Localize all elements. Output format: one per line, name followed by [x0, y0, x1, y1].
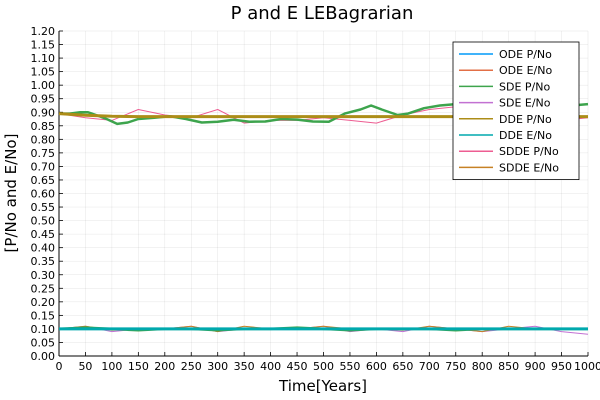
legend-label: DDE P/No: [499, 113, 552, 126]
y-tick-label: 1.20: [31, 25, 56, 38]
x-axis-label: Time[Years]: [278, 377, 367, 395]
x-tick-label: 0: [56, 360, 63, 373]
legend-label: ODE P/No: [499, 48, 552, 61]
x-tick-label: 900: [525, 360, 546, 373]
chart-title: P and E LEBagrarian: [231, 3, 414, 24]
y-tick-label: 0.15: [31, 309, 56, 322]
y-tick-label: 0.50: [31, 215, 56, 228]
y-tick-label: 0.00: [31, 350, 56, 363]
y-tick-label: 0.25: [31, 282, 56, 295]
y-tick-label: 0.60: [31, 188, 56, 201]
y-tick-label: 0.30: [31, 269, 56, 282]
x-tick-label: 300: [207, 360, 228, 373]
legend-label: SDE E/No: [499, 97, 551, 110]
x-tick-label: 750: [445, 360, 466, 373]
x-tick-label: 100: [101, 360, 122, 373]
x-tick-label: 950: [551, 360, 572, 373]
x-tick-label: 500: [313, 360, 334, 373]
y-tick-label: 0.95: [31, 93, 56, 106]
x-tick-label: 250: [181, 360, 202, 373]
y-ticks: 0.000.050.100.150.200.250.300.350.400.45…: [31, 25, 56, 363]
y-tick-label: 0.85: [31, 120, 56, 133]
y-axis-label: [P/No and E/No]: [2, 134, 20, 253]
x-tick-label: 550: [339, 360, 360, 373]
y-tick-label: 1.00: [31, 79, 56, 92]
x-tick-label: 50: [78, 360, 92, 373]
axes: [58, 30, 589, 357]
x-tick-label: 450: [287, 360, 308, 373]
y-tick-label: 0.55: [31, 201, 56, 214]
x-tick-label: 800: [472, 360, 493, 373]
y-tick-label: 0.45: [31, 228, 56, 241]
x-tick-label: 400: [260, 360, 281, 373]
x-tick-label: 600: [366, 360, 387, 373]
legend-label: SDE P/No: [499, 80, 550, 93]
y-tick-label: 1.15: [31, 39, 56, 52]
legend-label: SDDE E/No: [499, 161, 559, 174]
y-tick-label: 0.40: [31, 242, 56, 255]
x-tick-label: 1000: [574, 360, 600, 373]
y-tick-label: 0.70: [31, 160, 56, 173]
legend: ODE P/No ODE E/No SDE P/No SDE E/No DDE P/No…: [452, 41, 580, 181]
y-tick-label: 0.10: [31, 323, 56, 336]
legend-label: ODE E/No: [499, 64, 552, 77]
legend-label: DDE E/No: [499, 129, 552, 142]
legend-box: [452, 41, 580, 181]
x-tick-label: 700: [419, 360, 440, 373]
legend-label: SDDE P/No: [499, 145, 559, 158]
x-tick-label: 850: [498, 360, 519, 373]
y-tick-label: 0.35: [31, 255, 56, 268]
y-tick-label: 0.05: [31, 336, 56, 349]
x-tick-label: 200: [154, 360, 175, 373]
x-tick-label: 150: [128, 360, 149, 373]
y-tick-label: 0.65: [31, 174, 56, 187]
x-tick-label: 350: [234, 360, 255, 373]
y-tick-label: 1.05: [31, 66, 56, 79]
y-tick-label: 1.10: [31, 52, 56, 65]
y-tick-label: 0.90: [31, 106, 56, 119]
x-tick-label: 650: [392, 360, 413, 373]
y-tick-label: 0.80: [31, 133, 56, 146]
x-ticks: 0 50 100 150 200 250 300 350 400 450 500 550 600 650 7…: [56, 360, 600, 373]
y-tick-label: 0.75: [31, 147, 56, 160]
y-tick-label: 0.20: [31, 296, 56, 309]
